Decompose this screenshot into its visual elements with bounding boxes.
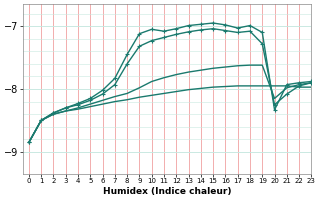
X-axis label: Humidex (Indice chaleur): Humidex (Indice chaleur) <box>103 187 231 196</box>
